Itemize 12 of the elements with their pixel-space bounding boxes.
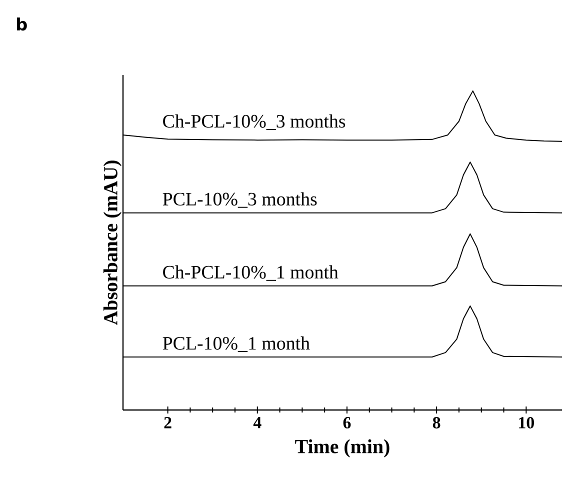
y-axis-title: Absorbance (mAU) [103,160,122,326]
series-label: Ch-PCL-10%_1 month [163,265,338,281]
series-label: Ch-PCL-10%_3 months [163,114,346,130]
x-tick-label: 4 [253,417,262,428]
x-axis-title: Time (min) [295,439,390,458]
x-tick-label: 2 [164,417,172,428]
series-label: PCL-10%_3 months [162,192,317,208]
text: b [16,18,27,31]
series-label: PCL-10%_1 month [162,336,310,352]
x-tick-label: 10 [519,417,534,428]
x-tick-label: 6 [343,417,351,428]
x-tick-label: 8 [432,417,440,428]
